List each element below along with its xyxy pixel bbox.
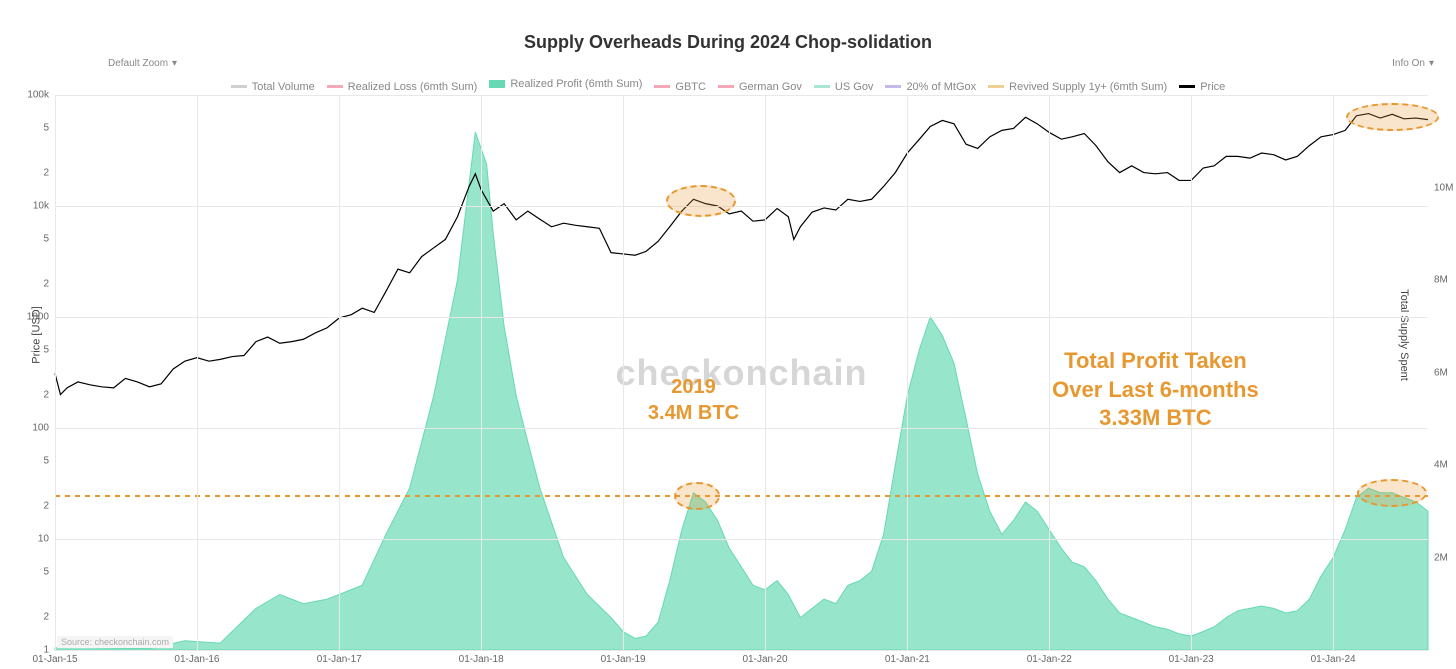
gridline-h — [55, 650, 1428, 651]
legend-item[interactable]: 20% of MtGox — [885, 81, 976, 93]
y-tick-right: 2M — [1434, 552, 1448, 563]
gridline-v — [623, 95, 624, 650]
x-tick: 01-Jan-21 — [885, 654, 930, 665]
y-tick-left: 1000 — [27, 312, 49, 323]
legend-label: Total Volume — [252, 81, 315, 93]
y-tick-left: 2 — [43, 389, 49, 400]
y-tick-left: 100k — [27, 90, 49, 101]
legend-swatch — [231, 85, 247, 88]
y-tick-left: 5 — [43, 567, 49, 578]
gridline-v — [907, 95, 908, 650]
chevron-down-icon: ▾ — [172, 58, 177, 69]
gridline-h — [55, 539, 1428, 540]
x-tick: 01-Jan-17 — [317, 654, 362, 665]
legend-label: 20% of MtGox — [906, 81, 976, 93]
y-tick-left: 100 — [32, 423, 49, 434]
annotation-line: 3.33M BTC — [1035, 404, 1275, 433]
legend-swatch — [654, 85, 670, 88]
legend-item[interactable]: US Gov — [814, 81, 874, 93]
x-tick: 01-Jan-23 — [1169, 654, 1214, 665]
y-tick-left: 2 — [43, 500, 49, 511]
y-tick-left: 5 — [43, 345, 49, 356]
x-tick: 01-Jan-22 — [1027, 654, 1072, 665]
source-label: Source: checkonchain.com — [57, 636, 173, 648]
gridline-h — [55, 206, 1428, 207]
annotation-line: Over Last 6-months — [1035, 376, 1275, 405]
x-tick: 01-Jan-19 — [601, 654, 646, 665]
legend-swatch — [718, 85, 734, 88]
annotation-line: 2019 — [573, 374, 813, 400]
highlight-ellipse — [1346, 103, 1439, 131]
legend-item[interactable]: Total Volume — [231, 81, 315, 93]
y-tick-right: 10M — [1434, 182, 1453, 193]
ann-2019: 20193.4M BTC — [573, 374, 813, 426]
gridline-v — [481, 95, 482, 650]
x-tick: 01-Jan-20 — [743, 654, 788, 665]
chart-container: Supply Overheads During 2024 Chop-solida… — [0, 0, 1456, 669]
zoom-dropdown[interactable]: Default Zoom ▾ — [108, 58, 177, 69]
x-tick: 01-Jan-18 — [459, 654, 504, 665]
legend-item[interactable]: Realized Profit (6mth Sum) — [489, 78, 642, 90]
ann-profit: Total Profit TakenOver Last 6-months3.33… — [1035, 347, 1275, 433]
gridline-h — [55, 95, 1428, 96]
annotation-line: 3.4M BTC — [573, 400, 813, 426]
y-tick-left: 5 — [43, 456, 49, 467]
gridline-v — [197, 95, 198, 650]
legend-item[interactable]: German Gov — [718, 81, 802, 93]
zoom-dropdown-label: Default Zoom — [108, 58, 168, 69]
legend-item[interactable]: Realized Loss (6mth Sum) — [327, 81, 478, 93]
legend-swatch — [814, 85, 830, 88]
legend-swatch — [885, 85, 901, 88]
info-dropdown-label: Info On — [1392, 58, 1425, 69]
legend-label: Price — [1200, 81, 1225, 93]
y-tick-left: 10k — [33, 201, 49, 212]
legend-item[interactable]: GBTC — [654, 81, 706, 93]
legend-label: Realized Loss (6mth Sum) — [348, 81, 478, 93]
legend-swatch — [988, 85, 1004, 88]
y-tick-left: 2 — [43, 611, 49, 622]
y-tick-right: 6M — [1434, 367, 1448, 378]
legend-label: Realized Profit (6mth Sum) — [510, 78, 642, 90]
gridline-v — [1333, 95, 1334, 650]
legend-swatch — [489, 80, 505, 88]
chart-title: Supply Overheads During 2024 Chop-solida… — [0, 32, 1456, 53]
y-tick-left: 2 — [43, 167, 49, 178]
x-tick: 01-Jan-15 — [32, 654, 77, 665]
gridline-v — [765, 95, 766, 650]
plot-area: checkonchain Source: checkonchain.com 10… — [55, 95, 1428, 650]
x-tick: 01-Jan-24 — [1311, 654, 1356, 665]
y-tick-left: 10 — [38, 534, 49, 545]
highlight-ellipse — [1357, 479, 1427, 507]
legend-item[interactable]: Price — [1179, 81, 1225, 93]
annotation-line: Total Profit Taken — [1035, 347, 1275, 376]
legend-label: GBTC — [675, 81, 706, 93]
gridline-v — [339, 95, 340, 650]
y-tick-left: 5 — [43, 123, 49, 134]
x-tick: 01-Jan-16 — [174, 654, 219, 665]
info-dropdown[interactable]: Info On ▾ — [1392, 58, 1434, 69]
y-tick-right: 4M — [1434, 460, 1448, 471]
highlight-ellipse — [674, 482, 721, 510]
legend-item[interactable]: Revived Supply 1y+ (6mth Sum) — [988, 81, 1167, 93]
chevron-down-icon: ▾ — [1429, 58, 1434, 69]
gridline-v — [55, 95, 56, 650]
legend-swatch — [1179, 85, 1195, 88]
y-tick-left: 2 — [43, 278, 49, 289]
legend-swatch — [327, 85, 343, 88]
legend: Total Volume Realized Loss (6mth Sum) Real… — [0, 78, 1456, 93]
legend-label: Revived Supply 1y+ (6mth Sum) — [1009, 81, 1167, 93]
gridline-h — [55, 317, 1428, 318]
legend-label: US Gov — [835, 81, 874, 93]
y-tick-left: 5 — [43, 234, 49, 245]
y-tick-right: 8M — [1434, 275, 1448, 286]
legend-label: German Gov — [739, 81, 802, 93]
